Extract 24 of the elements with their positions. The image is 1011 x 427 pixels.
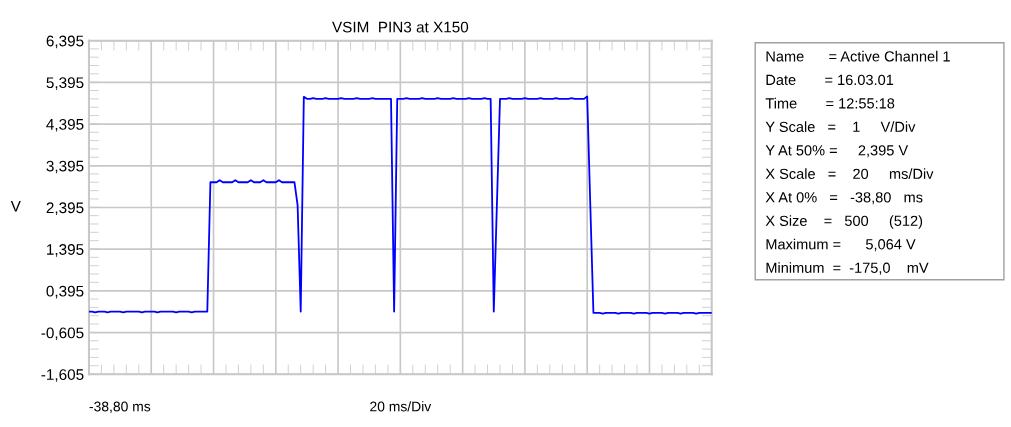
text: Minimum = -175,0 mV: [766, 262, 929, 275]
y-tick-label: 1,395: [47, 244, 84, 257]
y-axis-title: V: [10, 200, 21, 212]
y-tick-label: 2,395: [46, 202, 84, 215]
text: X Scale = 20 ms/Div: [765, 168, 934, 179]
y-tick-label: -0,605: [41, 327, 84, 341]
y-tick-label: 3,395: [46, 160, 84, 174]
text: Name = Active Channel 1: [766, 50, 950, 62]
text: Y At 50% = 2,395 V: [765, 145, 909, 158]
y-tick-label: 4,395: [46, 118, 84, 132]
text: Date = 16.03.01: [766, 74, 894, 86]
text: Y Scale = 1 V/Div: [765, 121, 916, 133]
y-tick-label: 5,395: [46, 77, 84, 90]
text: X At 0% = -38,80 ms: [765, 192, 923, 205]
text: Time = 12:55:18: [765, 97, 895, 109]
y-tick-label: 0,395: [46, 285, 84, 299]
text: -38,80 ms: [89, 401, 151, 414]
y-tick-label: -1,605: [41, 369, 84, 382]
text: X Size = 500 (512): [765, 215, 923, 229]
y-tick-label: 6,395: [46, 35, 84, 49]
chart-title: VSIM PIN3 at X150: [332, 21, 469, 33]
line-series: [88, 95, 712, 315]
text: 20 ms/Div: [370, 401, 432, 412]
text: Maximum = 5,064 V: [766, 238, 916, 252]
